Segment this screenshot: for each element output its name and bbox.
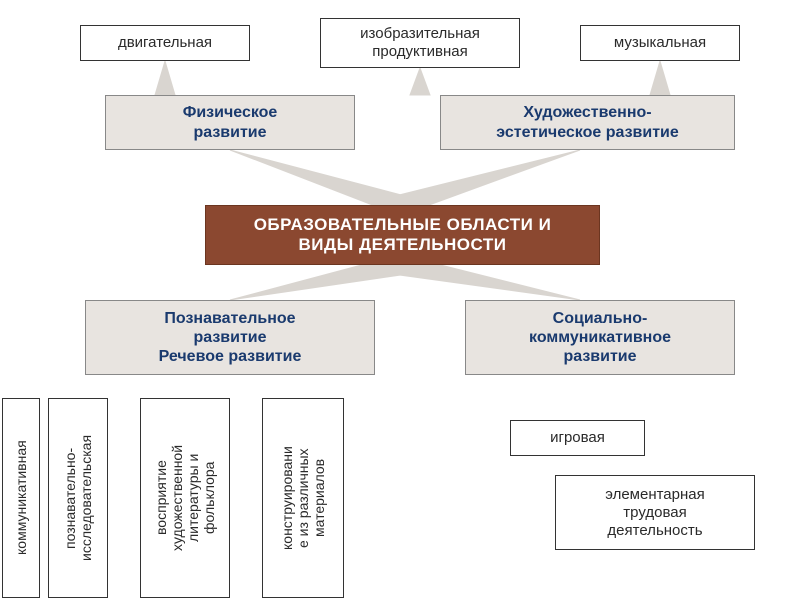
leaf-visual-l2: продуктивная xyxy=(372,43,467,60)
leaf-play: игровая xyxy=(510,420,645,456)
leaf-communicative-label: коммуникативная xyxy=(13,441,29,556)
leaf-constr-l2: е из различных xyxy=(295,448,311,548)
area-cognitive-l2: развитие xyxy=(193,329,266,346)
leaf-constr-l1: конструировани xyxy=(279,446,295,550)
area-artistic: Художественно- эстетическое развитие xyxy=(440,95,735,150)
leaf-labor-l3: деятельность xyxy=(607,522,702,539)
area-artistic-l1: Художественно- xyxy=(523,104,651,121)
leaf-motor-label: двигательная xyxy=(118,34,212,52)
center-line2: ВИДЫ ДЕЯТЕЛЬНОСТИ xyxy=(299,235,507,254)
area-cognitive-l3: Речевое развитие xyxy=(159,348,302,365)
area-cognitive: Познавательное развитие Речевое развитие xyxy=(85,300,375,375)
area-social-l1: Социально- xyxy=(553,310,648,327)
leaf-research-l2: исследовательская xyxy=(78,435,94,561)
area-social-l2: коммуникативное xyxy=(529,329,671,346)
center-title: ОБРАЗОВАТЕЛЬНЫЕ ОБЛАСТИ И ВИДЫ ДЕЯТЕЛЬНО… xyxy=(205,205,600,265)
leaf-musical: музыкальная xyxy=(580,25,740,61)
leaf-lit-l3: литературы и xyxy=(185,454,201,542)
leaf-visual-l1: изобразительная xyxy=(360,25,480,42)
leaf-literature: восприятие художественной литературы и ф… xyxy=(140,398,230,598)
leaf-lit-l1: восприятие xyxy=(153,461,169,536)
leaf-research-l1: познавательно- xyxy=(62,447,78,548)
leaf-lit-l4: фольклора xyxy=(201,462,217,534)
area-cognitive-l1: Познавательное xyxy=(164,310,295,327)
center-line1: ОБРАЗОВАТЕЛЬНЫЕ ОБЛАСТИ И xyxy=(254,215,552,234)
area-physical-l2: развитие xyxy=(193,124,266,141)
leaf-lit-l2: художественной xyxy=(169,445,185,551)
leaf-visual-productive: изобразительная продуктивная xyxy=(320,18,520,68)
leaf-labor: элементарная трудовая деятельность xyxy=(555,475,755,550)
leaf-labor-l2: трудовая xyxy=(623,504,686,521)
area-artistic-l2: эстетическое развитие xyxy=(496,124,679,141)
leaf-constr-l3: материалов xyxy=(311,459,327,537)
leaf-labor-l1: элементарная xyxy=(605,486,705,503)
area-physical-l1: Физическое xyxy=(183,104,278,121)
area-social: Социально- коммуникативное развитие xyxy=(465,300,735,375)
leaf-play-label: игровая xyxy=(550,429,605,447)
leaf-construction: конструировани е из различных материалов xyxy=(262,398,344,598)
area-social-l3: развитие xyxy=(563,348,636,365)
leaf-musical-label: музыкальная xyxy=(614,34,706,52)
leaf-motor: двигательная xyxy=(80,25,250,61)
area-physical: Физическое развитие xyxy=(105,95,355,150)
leaf-research: познавательно- исследовательская xyxy=(48,398,108,598)
leaf-communicative: коммуникативная xyxy=(2,398,40,598)
